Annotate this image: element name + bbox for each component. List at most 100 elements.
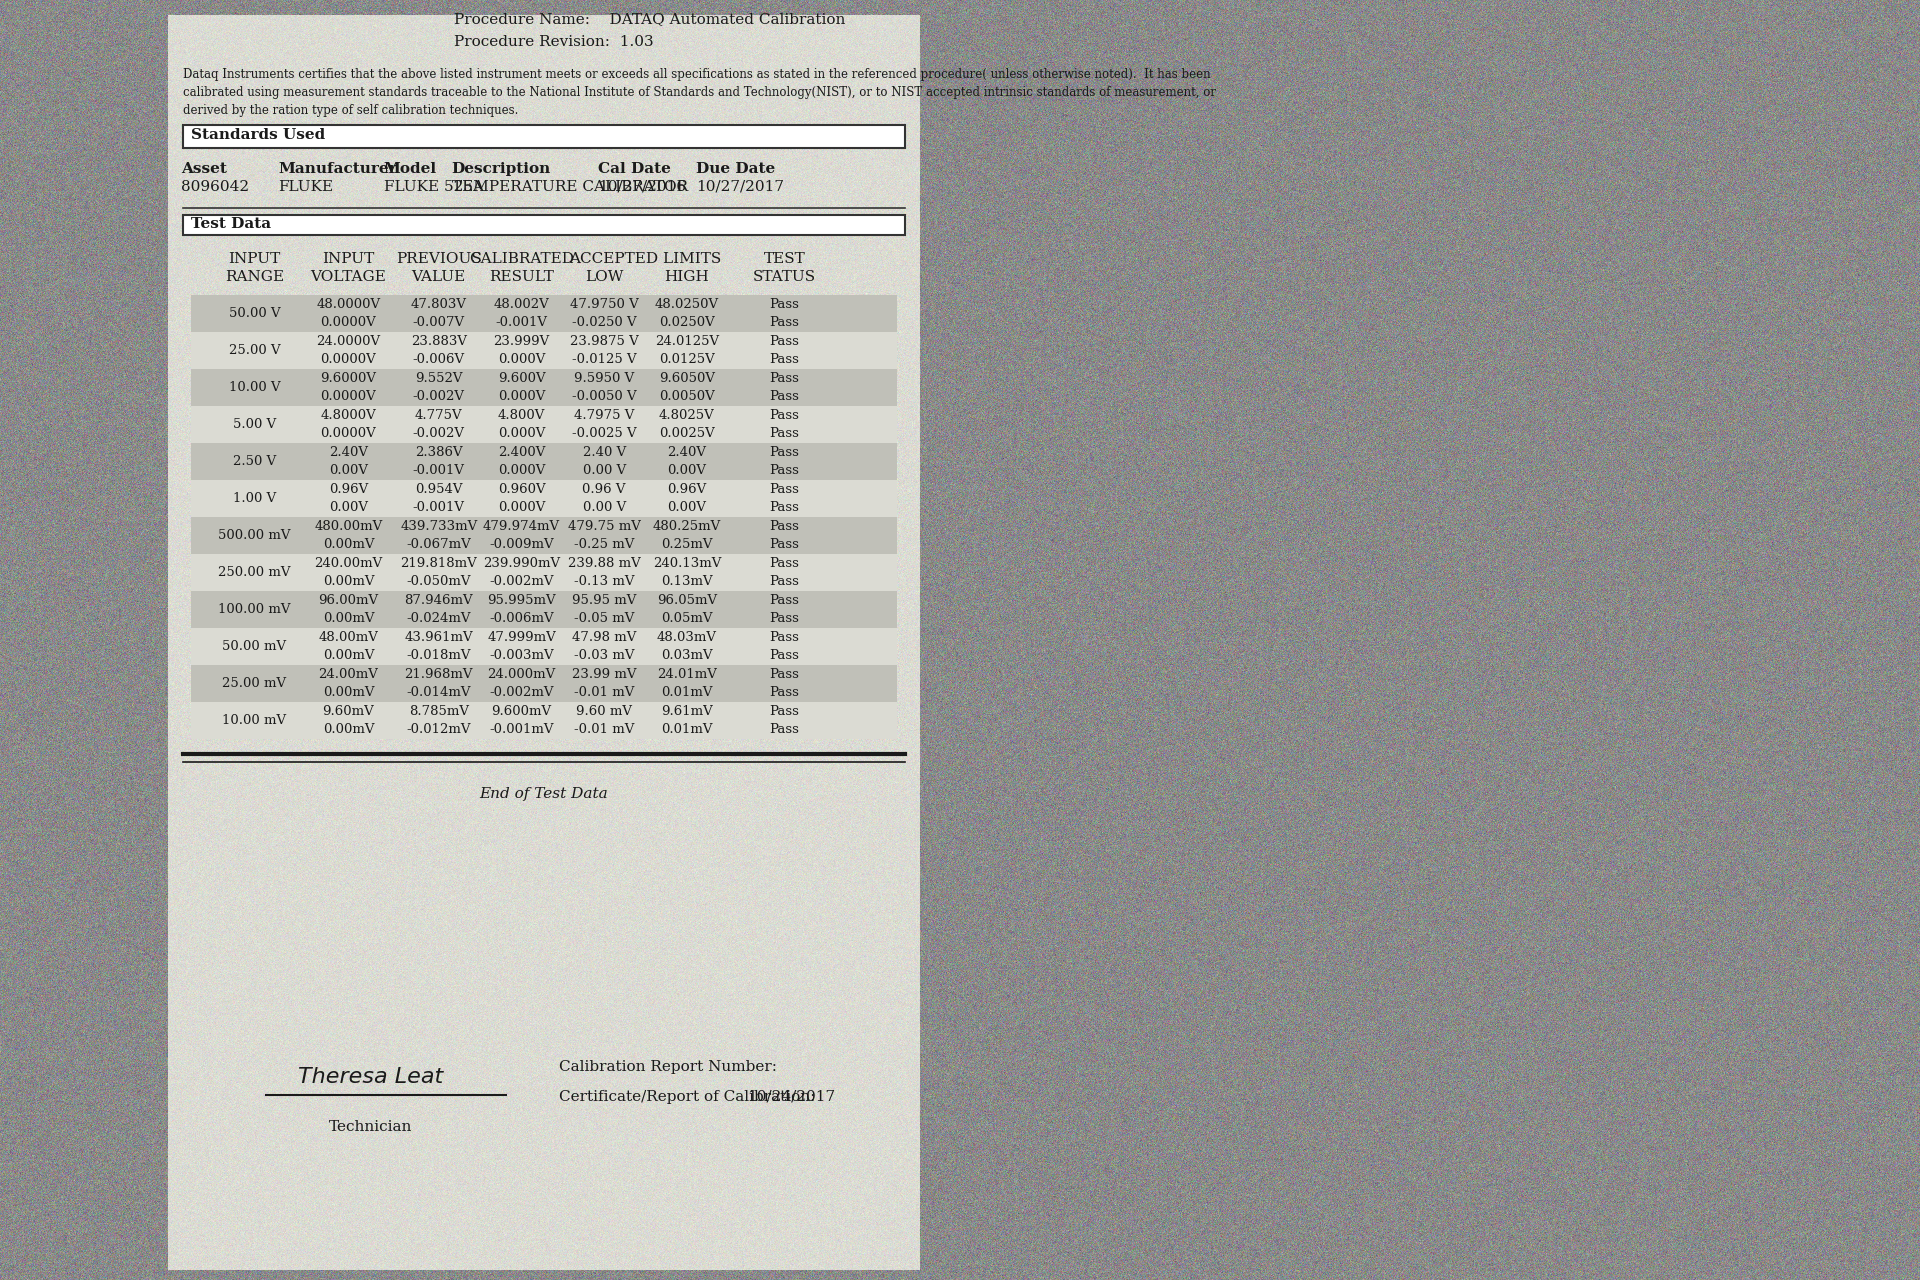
Bar (190, 443, 897, 480)
Text: 0.01mV: 0.01mV (660, 686, 712, 699)
Text: 10/27/2017: 10/27/2017 (695, 180, 783, 195)
Text: Technician: Technician (330, 1120, 413, 1134)
Text: 24.0125V: 24.0125V (655, 335, 718, 348)
Text: Pass: Pass (770, 483, 799, 495)
Text: INPUT: INPUT (228, 252, 280, 266)
Text: -0.006V: -0.006V (413, 353, 465, 366)
Bar (190, 517, 897, 554)
Text: Manufacturer: Manufacturer (278, 163, 397, 175)
Text: 21.968mV: 21.968mV (405, 668, 472, 681)
Text: 24.0000V: 24.0000V (317, 335, 380, 348)
Text: 1.00 V: 1.00 V (232, 492, 276, 506)
Text: Pass: Pass (770, 390, 799, 403)
Text: 95.995mV: 95.995mV (488, 594, 555, 607)
Text: -0.002mV: -0.002mV (490, 575, 553, 588)
Text: -0.012mV: -0.012mV (407, 723, 470, 736)
Text: Pass: Pass (770, 723, 799, 736)
Bar (190, 294, 897, 332)
Text: 23.883V: 23.883V (411, 335, 467, 348)
Text: -0.003mV: -0.003mV (490, 649, 553, 662)
Text: Dataq Instruments certifies that the above listed instrument meets or exceeds al: Dataq Instruments certifies that the abo… (182, 68, 1212, 81)
Text: Pass: Pass (770, 445, 799, 460)
Text: 50.00 mV: 50.00 mV (223, 640, 286, 653)
Text: 0.000V: 0.000V (497, 390, 545, 403)
Text: 0.00 V: 0.00 V (582, 500, 626, 515)
Text: 0.960V: 0.960V (497, 483, 545, 495)
Text: 25.00 mV: 25.00 mV (223, 677, 286, 690)
Text: 2.50 V: 2.50 V (232, 454, 276, 468)
Text: Model: Model (384, 163, 438, 175)
Text: 8096042: 8096042 (180, 180, 250, 195)
Text: 43.961mV: 43.961mV (405, 631, 472, 644)
Text: Pass: Pass (770, 594, 799, 607)
Text: 0.0050V: 0.0050V (659, 390, 714, 403)
Text: derived by the ration type of self calibration techniques.: derived by the ration type of self calib… (182, 104, 518, 116)
Text: 239.88 mV: 239.88 mV (568, 557, 641, 570)
Text: -0.014mV: -0.014mV (407, 686, 470, 699)
Text: 0.0250V: 0.0250V (659, 316, 714, 329)
Text: 2.40V: 2.40V (328, 445, 369, 460)
Text: 219.818mV: 219.818mV (401, 557, 476, 570)
Bar (190, 666, 897, 701)
Text: Description: Description (451, 163, 551, 175)
Text: Pass: Pass (770, 372, 799, 385)
Text: 0.00mV: 0.00mV (323, 612, 374, 625)
Text: 0.13mV: 0.13mV (660, 575, 712, 588)
Text: Pass: Pass (770, 353, 799, 366)
Text: 480.25mV: 480.25mV (653, 520, 722, 532)
Text: 95.95 mV: 95.95 mV (572, 594, 636, 607)
Text: 0.03mV: 0.03mV (660, 649, 712, 662)
Text: 10/27/2016: 10/27/2016 (599, 180, 685, 195)
Text: Test Data: Test Data (190, 218, 271, 230)
Text: RESULT: RESULT (490, 270, 553, 284)
Text: STATUS: STATUS (753, 270, 816, 284)
Text: Standards Used: Standards Used (190, 128, 324, 142)
Text: -0.01 mV: -0.01 mV (574, 723, 634, 736)
Text: 24.01mV: 24.01mV (657, 668, 716, 681)
Text: -0.01 mV: -0.01 mV (574, 686, 634, 699)
Text: HIGH: HIGH (664, 270, 708, 284)
Text: -0.007V: -0.007V (413, 316, 465, 329)
Text: 0.0125V: 0.0125V (659, 353, 714, 366)
Text: -0.25 mV: -0.25 mV (574, 538, 634, 550)
Text: TEMPERATURE CALIBRATOR: TEMPERATURE CALIBRATOR (451, 180, 687, 195)
Text: 240.13mV: 240.13mV (653, 557, 722, 570)
Text: 4.8025V: 4.8025V (659, 410, 714, 422)
Text: 9.600V: 9.600V (497, 372, 545, 385)
Bar (182, 215, 904, 236)
Text: Pass: Pass (770, 575, 799, 588)
Text: End of Test Data: End of Test Data (480, 787, 609, 801)
Text: 47.999mV: 47.999mV (488, 631, 555, 644)
Text: FLUKE 525A: FLUKE 525A (384, 180, 484, 195)
Text: 8.785mV: 8.785mV (409, 705, 468, 718)
Text: 0.96 V: 0.96 V (582, 483, 626, 495)
Text: 0.05mV: 0.05mV (660, 612, 712, 625)
Text: 4.7975 V: 4.7975 V (574, 410, 634, 422)
Text: -0.001mV: -0.001mV (490, 723, 553, 736)
Text: 23.99 mV: 23.99 mV (572, 668, 636, 681)
Text: 9.5950 V: 9.5950 V (574, 372, 634, 385)
Text: -0.067mV: -0.067mV (407, 538, 470, 550)
Text: PREVIOUS: PREVIOUS (396, 252, 482, 266)
Text: 500.00 mV: 500.00 mV (219, 529, 290, 541)
Bar (169, 15, 920, 1270)
Text: 9.600mV: 9.600mV (492, 705, 551, 718)
Text: 0.00V: 0.00V (328, 463, 369, 477)
Text: -0.0025 V: -0.0025 V (572, 428, 636, 440)
Text: 9.61mV: 9.61mV (660, 705, 712, 718)
Text: 479.974mV: 479.974mV (482, 520, 561, 532)
Text: 0.00mV: 0.00mV (323, 686, 374, 699)
Text: calibrated using measurement standards traceable to the National Institute of St: calibrated using measurement standards t… (182, 86, 1215, 99)
Text: 10.00 V: 10.00 V (228, 381, 280, 394)
Text: 48.03mV: 48.03mV (657, 631, 716, 644)
Bar (190, 701, 897, 739)
Text: Pass: Pass (770, 631, 799, 644)
Text: 0.00mV: 0.00mV (323, 538, 374, 550)
Text: Pass: Pass (770, 557, 799, 570)
Text: Procedure Name:    DATAQ Automated Calibration: Procedure Name: DATAQ Automated Calibrat… (453, 12, 845, 26)
Text: 0.96V: 0.96V (668, 483, 707, 495)
Text: 47.803V: 47.803V (411, 298, 467, 311)
Text: 9.6050V: 9.6050V (659, 372, 714, 385)
Text: Pass: Pass (770, 410, 799, 422)
Text: -0.006mV: -0.006mV (490, 612, 553, 625)
